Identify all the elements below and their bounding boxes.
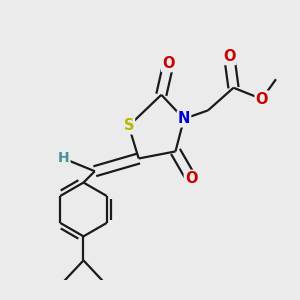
Text: O: O bbox=[185, 171, 197, 186]
Text: O: O bbox=[162, 56, 175, 71]
Text: S: S bbox=[124, 118, 134, 134]
Text: O: O bbox=[223, 49, 236, 64]
Text: H: H bbox=[58, 152, 70, 166]
Text: N: N bbox=[178, 111, 190, 126]
Text: O: O bbox=[256, 92, 268, 106]
